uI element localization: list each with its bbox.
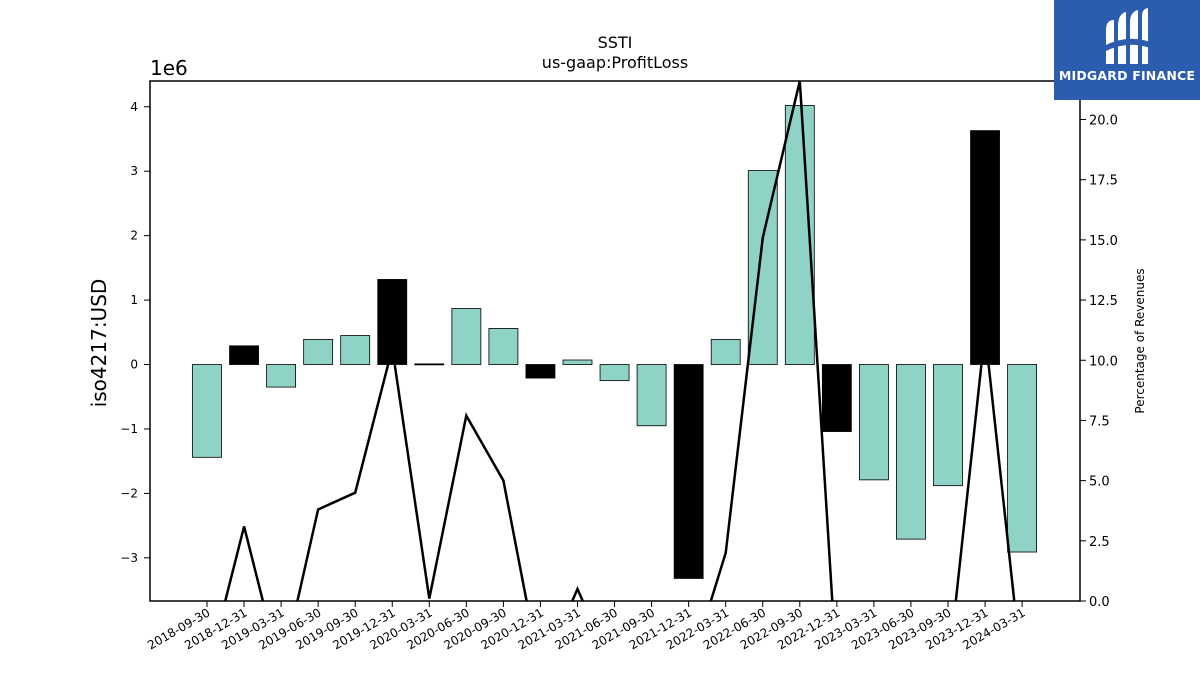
- y-offset-label: 1e6: [150, 56, 188, 80]
- y2-tick-label-17.5: 17.5: [1089, 174, 1118, 189]
- bar-2019-09-30: [340, 335, 371, 365]
- y2-axis-label: Percentage of Revenues: [1133, 268, 1147, 413]
- bar-2022-06-30: [747, 170, 778, 365]
- bar-2020-03-31: [414, 363, 445, 366]
- y2-tick-label-7.5: 7.5: [1089, 414, 1110, 429]
- bar-2019-06-30: [303, 338, 334, 365]
- chart-subtitle: us-gaap:ProfitLoss: [542, 53, 688, 72]
- percentage-line: [223, 81, 1016, 601]
- bar-2018-12-31: [229, 345, 259, 365]
- y-tick-label-2: 2: [130, 229, 138, 243]
- bar-2023-06-30: [896, 364, 926, 540]
- chart-title: SSTI: [598, 33, 633, 52]
- y-tick-label-3: 3: [130, 164, 138, 178]
- plot-frame: [149, 80, 1081, 602]
- y2-tick-label-12.5: 12.5: [1089, 294, 1118, 309]
- bar-2021-09-30: [636, 364, 667, 427]
- y-tick-label-0: 0: [130, 358, 138, 372]
- bar-2023-09-30: [933, 364, 963, 487]
- bar-2020-09-30: [488, 328, 519, 365]
- midgard-logo-icon: [1104, 8, 1150, 64]
- y-tick-label--1: −1: [120, 422, 138, 436]
- y2-tick-label-5: 5.0: [1089, 475, 1110, 490]
- bar-2018-09-30: [192, 364, 222, 458]
- bar-series: [192, 105, 1037, 579]
- bar-2023-03-31: [859, 364, 889, 481]
- bar-2022-03-31: [710, 338, 741, 365]
- y2-tick-label-15: 15.0: [1089, 234, 1118, 249]
- bar-2022-12-31: [821, 364, 852, 432]
- y2-tick-label-10: 10.0: [1089, 354, 1118, 369]
- bar-2021-06-30: [599, 364, 630, 382]
- y2-tick-label-0: 0.0: [1089, 595, 1110, 610]
- y-tick-label-4: 4: [130, 100, 138, 114]
- bar-2019-03-31: [266, 364, 297, 388]
- y2-tick-label-2.5: 2.5: [1089, 535, 1110, 550]
- brand-name: MIDGARD FINANCE: [1058, 68, 1196, 83]
- bar-2023-12-31: [970, 130, 1000, 365]
- bar-2021-03-31: [562, 359, 593, 365]
- bar-2021-12-31: [673, 364, 704, 579]
- bar-2020-06-30: [451, 308, 482, 365]
- bar-2024-03-31: [1007, 364, 1037, 553]
- y-tick-label-1: 1: [130, 293, 138, 307]
- bar-2020-12-31: [525, 364, 556, 379]
- y-tick-label--2: −2: [120, 486, 138, 500]
- y2-tick-label-20: 20.0: [1089, 114, 1118, 129]
- y-tick-label--3: −3: [120, 551, 138, 565]
- brand-logo: MIDGARD FINANCE: [1054, 0, 1200, 100]
- y-axis-label: iso4217:USD: [87, 279, 111, 408]
- line-series: [223, 81, 1016, 601]
